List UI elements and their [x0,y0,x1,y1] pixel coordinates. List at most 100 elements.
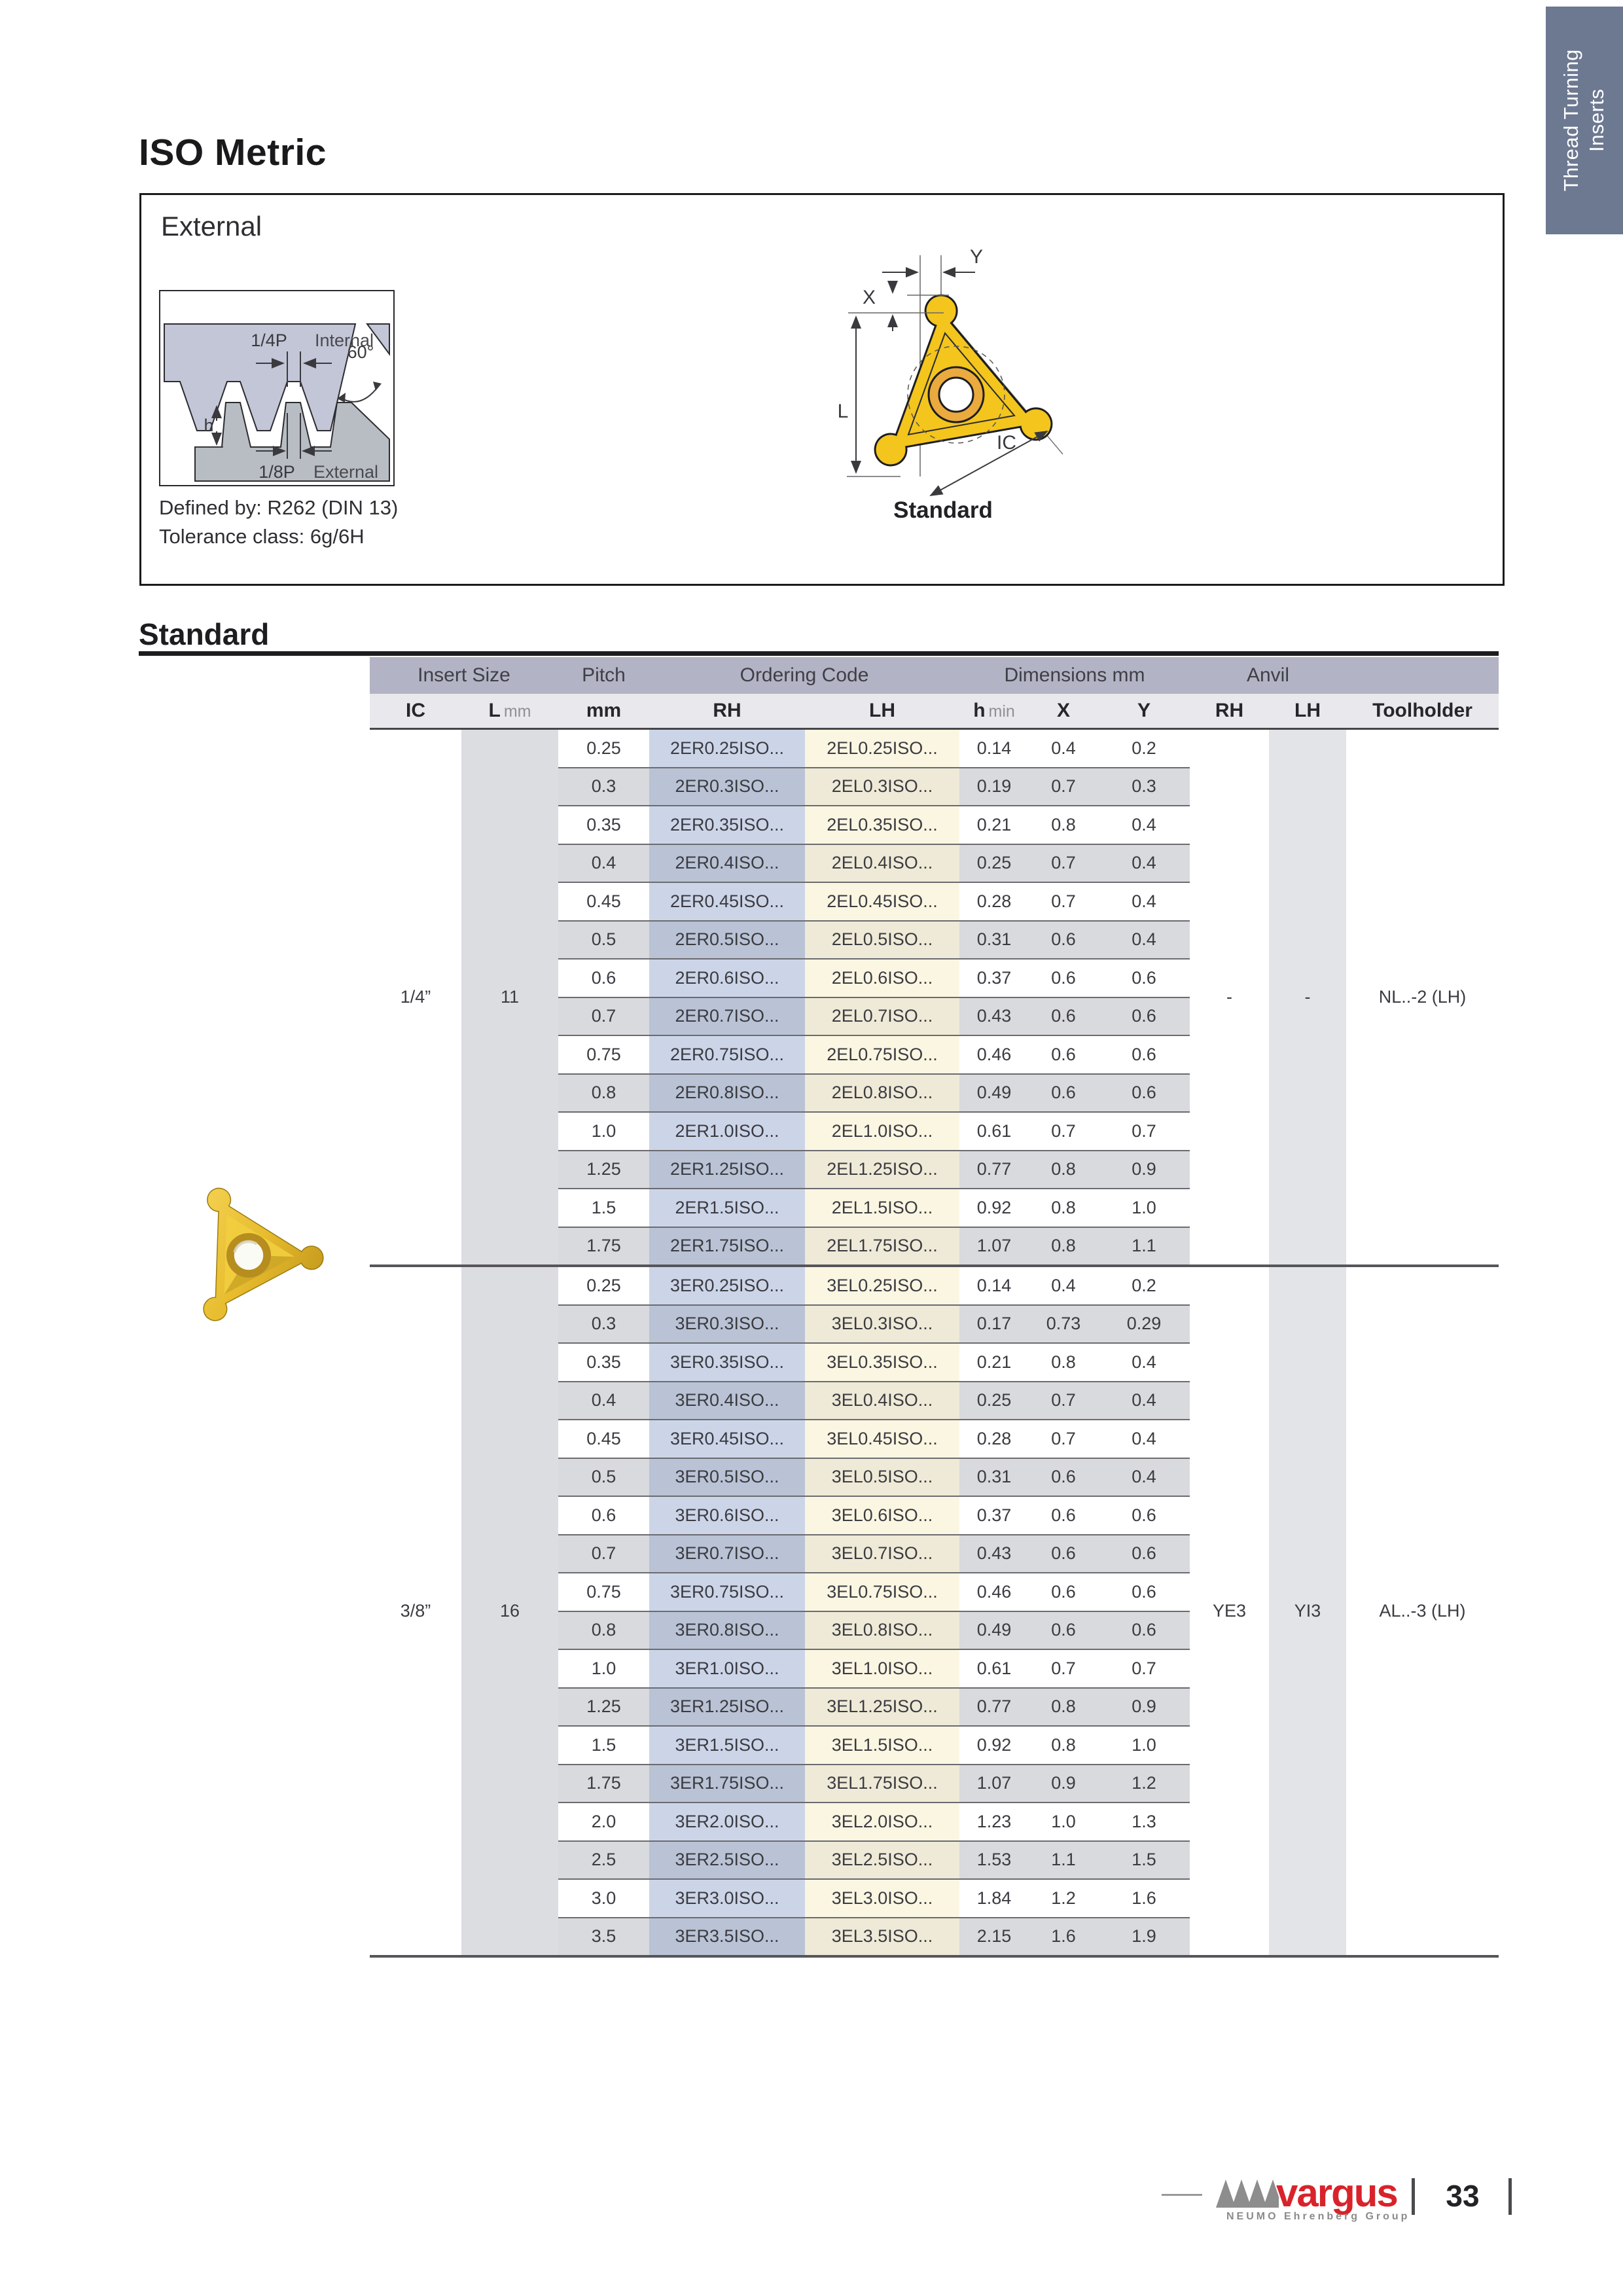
table-row: 0.6 2ER0.6ISO... 2EL0.6ISO... 0.37 0.6 0.6 [370,958,1499,997]
toolholder-cell: NL..-2 (LH) [1346,728,1499,1267]
ordering-code-rh-cell: 2ER0.5ISO... [649,920,805,959]
x-cell: 0.8 [1029,1188,1098,1227]
label-angle: 60° [348,342,374,362]
table-row: 0.3 2ER0.3ISO... 2EL0.3ISO... 0.19 0.7 0.3 [370,766,1499,806]
footer-rule [1162,2194,1202,2196]
x-cell: 0.9 [1029,1763,1098,1803]
ordering-code-rh-cell: 3ER0.25ISO... [649,1265,805,1305]
insert-table: 1/4” 11 0.25 2ER0.25ISO... 2EL0.25ISO... 0.14… [370,728,1499,1958]
table-row: 1/4” 11 0.25 2ER0.25ISO... 2EL0.25ISO... 0.14… [370,728,1499,1267]
ordering-code-lh-cell: 3EL0.75ISO... [805,1572,959,1611]
ordering-code-rh-cell: 2ER0.4ISO... [649,843,805,882]
ordering-code-lh-cell: 2EL0.7ISO... [805,996,959,1035]
chapter-tab[interactable]: Thread Turning Inserts [1546,7,1623,234]
pitch-cell: 0.4 [558,843,649,882]
pitch-cell: 0.25 [558,1265,649,1305]
pitch-cell: 3.5 [558,1916,649,1958]
pitch-cell: 1.75 [558,1763,649,1803]
table-row: 0.35 2ER0.35ISO... 2EL0.35ISO... 0.21 0.8 0.4 [370,805,1499,844]
ordering-code-lh-cell: 3EL0.35ISO... [805,1342,959,1382]
ordering-code-rh-cell: 2ER1.0ISO... [649,1111,805,1151]
external-panel: External 1/4P Internal 60° [139,193,1505,586]
x-cell: 0.6 [1029,1496,1098,1535]
y-cell: 1.5 [1098,1840,1190,1879]
ordering-code-rh-cell: 3ER1.5ISO... [649,1725,805,1765]
toolholder-cell: AL..-3 (LH) [1346,1265,1499,1958]
table-row: 0.75 3ER0.75ISO... 3EL0.75ISO... 0.46 0.6 0.6 [370,1572,1499,1611]
table-row: 1.0 3ER1.0ISO... 3EL1.0ISO... 0.61 0.7 0.7 [370,1649,1499,1688]
h-min-cell: 1.07 [959,1763,1029,1803]
header-anvil: Anvil [1246,664,1290,686]
ordering-code-lh-cell: 3EL2.5ISO... [805,1840,959,1879]
y-cell: 0.6 [1098,996,1190,1035]
y-cell: 0.6 [1098,1610,1190,1649]
table-row: 1.25 2ER1.25ISO... 2EL1.25ISO... 0.77 0.8 0.9 [370,1149,1499,1189]
y-cell: 1.0 [1098,1188,1190,1227]
table-row: 0.6 3ER0.6ISO... 3EL0.6ISO... 0.37 0.6 0.6 [370,1496,1499,1535]
l-cell: 16 [461,1265,558,1958]
chapter-tab-line2: Inserts [1585,88,1609,152]
y-cell: 0.2 [1132,738,1156,758]
ordering-code-rh-cell: 3ER1.0ISO... [649,1649,805,1688]
ordering-code-rh-cell: 3ER1.25ISO... [649,1687,805,1726]
x-cell: 0.8 [1029,1342,1098,1382]
table-row: 0.4 3ER0.4ISO... 3EL0.4ISO... 0.25 0.7 0.4 [370,1380,1499,1420]
col-x: X [1056,700,1070,721]
col-anvil-lh: LH [1294,700,1321,721]
vargus-logo-icon [1216,2179,1279,2208]
page-title: ISO Metric [139,132,327,173]
x-cell: 0.7 [1029,1649,1098,1688]
y-cell: 0.4 [1098,1419,1190,1458]
x-cell: 0.7 [1029,843,1098,882]
ordering-code-lh-cell: 3EL1.5ISO... [805,1725,959,1765]
table-row: 0.8 3ER0.8ISO... 3EL0.8ISO... 0.49 0.6 0.6 [370,1610,1499,1649]
ordering-code-lh-cell: 2EL0.5ISO... [805,920,959,959]
y-cell: 1.9 [1098,1916,1190,1958]
pitch-cell: 0.6 [558,1496,649,1535]
h-min-cell: 0.14 [976,738,1012,758]
pitch-cell: 1.5 [558,1725,649,1765]
h-min-cell: 0.37 [959,958,1029,997]
table-row: 1.5 3ER1.5ISO... 3EL1.5ISO... 0.92 0.8 1.0 [370,1725,1499,1765]
h-min-cell: 0.25 [959,843,1029,882]
h-min-cell: 0.21 [959,1342,1029,1382]
h-min-cell: 1.23 [959,1802,1029,1841]
header-ordering-code: Ordering Code [740,664,869,686]
col-toolholder: Toolholder [1372,700,1472,721]
pitch-cell: 0.45 [558,1419,649,1458]
x-cell: 0.6 [1029,996,1098,1035]
y-cell: 0.4 [1098,1380,1190,1420]
h-min-cell: 0.92 [959,1725,1029,1765]
ordering-code-lh-cell: 3EL0.6ISO... [805,1496,959,1535]
y-cell: 0.6 [1098,1035,1190,1074]
ordering-code-lh-cell: 3EL1.25ISO... [805,1687,959,1726]
ordering-code-rh-cell: 3ER0.5ISO... [649,1457,805,1496]
vargus-logo-text: vargus [1276,2171,1399,2215]
pitch-cell: 0.75 [558,1572,649,1611]
ordering-code-rh-cell: 3ER0.4ISO... [649,1380,805,1420]
pitch-cell: 0.8 [558,1610,649,1649]
insert-photo [203,1187,324,1321]
insert-size-group: 3/8” 16 0.25 3ER0.25ISO... 3EL0.25ISO... 0.14… [370,1265,1499,1958]
chapter-tab-line1: Thread Turning [1560,49,1583,192]
label-ic: IC [997,432,1016,454]
h-min-cell: 1.53 [959,1840,1029,1879]
ordering-code-lh-cell: 2EL1.0ISO... [805,1111,959,1151]
pitch-cell: 1.0 [558,1649,649,1688]
label-l: L [838,401,849,422]
h-min-cell: 0.43 [959,1534,1029,1573]
y-cell: 0.7 [1098,1649,1190,1688]
y-cell: 1.3 [1098,1802,1190,1841]
label-x: X [863,287,876,308]
ordering-code-rh-cell: 3ER3.0ISO... [649,1878,805,1918]
x-cell: 0.8 [1029,1149,1098,1189]
thread-profile-diagram: 1/4P Internal 60° h 1/8P External [159,290,395,486]
pitch-cell: 0.4 [558,1380,649,1420]
pitch-cell: 0.7 [558,996,649,1035]
x-cell: 0.6 [1029,1073,1098,1112]
y-cell: 0.9 [1098,1687,1190,1726]
table-row: 0.35 3ER0.35ISO... 3EL0.35ISO... 0.21 0.8 0.4 [370,1342,1499,1382]
col-rh: RH [713,700,741,721]
x-cell: 0.4 [1051,738,1076,758]
x-cell: 0.7 [1029,1111,1098,1151]
